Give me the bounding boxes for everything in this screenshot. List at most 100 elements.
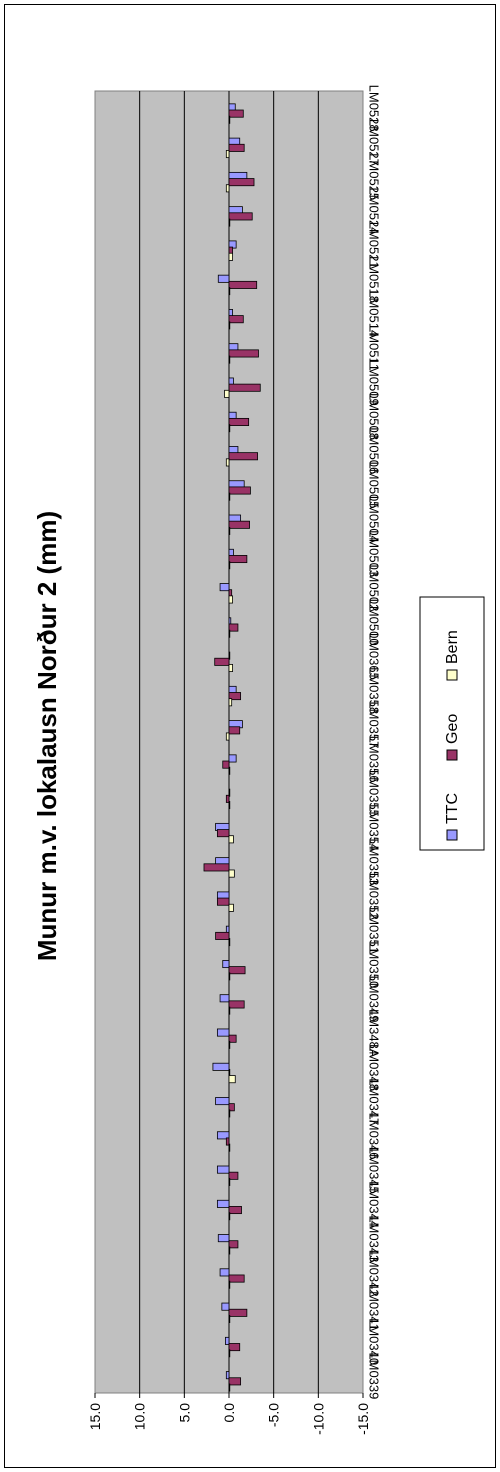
bar-bern <box>228 972 231 981</box>
bar-geo <box>228 1034 237 1043</box>
bar-bern <box>228 903 234 912</box>
bar-geo <box>228 143 245 152</box>
bar-geo <box>222 760 230 769</box>
bar-geo <box>214 657 230 666</box>
category-label: LM0357 <box>367 701 382 748</box>
bar-ttc <box>219 1268 230 1277</box>
bar-bern <box>225 732 230 741</box>
category-label: LM0350 <box>367 941 382 988</box>
category-label: LM0349 <box>367 975 382 1022</box>
bar-geo <box>228 178 255 187</box>
bar-bern <box>228 424 231 433</box>
category-label: LM0525 <box>367 153 382 200</box>
bar-geo <box>228 726 241 735</box>
bar-bern <box>228 1314 231 1323</box>
bar-ttc <box>217 274 230 283</box>
bar-ttc <box>216 1199 230 1208</box>
bar-geo <box>228 1377 242 1386</box>
bar-bern <box>228 629 231 638</box>
bar-bern <box>228 492 231 501</box>
bar-geo <box>225 1137 230 1146</box>
value-tick-label: -5.0 <box>266 1403 282 1427</box>
category-label: LM0508 <box>367 393 382 440</box>
category-label: LM0518 <box>367 256 382 303</box>
category-label: LM0514 <box>367 290 382 337</box>
bar-bern <box>228 218 231 227</box>
category-label: LM0504 <box>367 496 382 543</box>
value-tick-label: 15.0 <box>87 1403 103 1430</box>
legend-box <box>419 596 485 851</box>
value-tick-label: 0.0 <box>221 1403 237 1423</box>
category-label: LM0505 <box>367 462 382 509</box>
bar-ttc <box>217 1234 230 1243</box>
category-label: LM0348 <box>367 1044 382 1091</box>
bar-bern <box>228 287 231 296</box>
bars-layer <box>203 103 261 1392</box>
category-label: LM0509 <box>367 359 382 406</box>
bar-bern <box>228 355 231 364</box>
legend-label-ttc: TTC <box>444 793 461 824</box>
category-label: LM0365 <box>367 633 382 680</box>
bar-ttc <box>222 960 230 969</box>
bar-geo <box>228 212 253 221</box>
bar-bern <box>228 1075 236 1084</box>
bar-bern <box>228 938 231 947</box>
bar-bern <box>228 1143 231 1152</box>
bar-ttc <box>215 1097 230 1106</box>
bar-bern <box>228 115 231 124</box>
legend-label-bern: Bern <box>444 630 461 664</box>
category-label: LM0342 <box>367 1250 382 1297</box>
bar-bern <box>228 801 231 810</box>
category-label: LM0503 <box>367 530 382 577</box>
bar-bern <box>228 1246 231 1255</box>
bar-bern <box>228 1177 231 1186</box>
category-label: LM0358 <box>367 667 382 714</box>
legend-swatch-ttc <box>446 829 458 841</box>
category-label: LM0341 <box>367 1284 382 1331</box>
category-label: LM0524 <box>367 187 382 234</box>
bar-geo <box>228 109 244 118</box>
bar-geo <box>228 1171 239 1180</box>
value-tick-label: 5.0 <box>176 1403 192 1423</box>
bar-bern <box>228 252 233 261</box>
category-label: LM0506 <box>367 427 382 474</box>
bar-bern <box>228 595 233 604</box>
bar-bern <box>228 869 235 878</box>
labels-layer: 15.0 10.0 5.0 0.0 -5.0 -10.0 -15.0 LM0339LM0340… <box>87 85 382 1435</box>
category-label: LM0345 <box>367 1147 382 1194</box>
category-label: LM0344 <box>367 1181 382 1228</box>
legend: TTC Geo Bern <box>419 596 485 851</box>
category-label: LM0351 <box>367 907 382 954</box>
bar-geo <box>228 1103 235 1112</box>
legend-label-geo: Geo <box>444 714 461 744</box>
category-label: LM0355 <box>367 770 382 817</box>
bar-geo <box>228 1343 241 1352</box>
bar-geo <box>225 794 230 803</box>
bar-ttc <box>212 1062 230 1071</box>
category-label: LM0356 <box>367 736 382 783</box>
bar-bern <box>228 766 231 775</box>
bar-geo <box>228 1240 239 1249</box>
bar-geo <box>228 1274 245 1283</box>
bar-bern <box>228 526 231 535</box>
category-label: LM0352 <box>367 873 382 920</box>
bar-ttc <box>216 1131 230 1140</box>
bar-geo <box>216 829 230 838</box>
bar-bern <box>228 1349 231 1358</box>
category-label: LM0353 <box>367 838 382 885</box>
value-tick-label: -10.0 <box>310 1403 326 1435</box>
bar-ttc <box>221 1302 230 1311</box>
bar-ttc <box>225 1371 230 1380</box>
bar-geo <box>228 1308 248 1317</box>
bar-geo <box>228 966 246 975</box>
bar-bern <box>228 663 233 672</box>
bar-bern <box>228 1280 231 1289</box>
bar-geo <box>228 280 258 289</box>
category-label: LM0354 <box>367 804 382 851</box>
bar-geo <box>228 383 261 392</box>
bar-geo <box>216 897 230 906</box>
bar-ttc <box>219 583 230 592</box>
bar-ttc <box>216 1028 230 1037</box>
bar-ttc <box>225 1336 230 1345</box>
bar-bern <box>225 458 230 467</box>
